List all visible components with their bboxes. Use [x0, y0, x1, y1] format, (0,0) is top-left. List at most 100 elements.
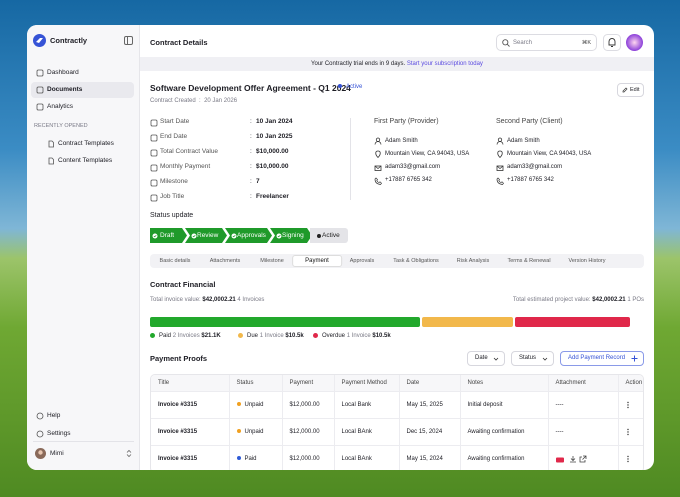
party-name: Adam Smith [385, 137, 418, 144]
edit-button[interactable]: Edit [617, 83, 644, 97]
footer-label: Settings [47, 430, 71, 437]
footer-item[interactable]: Help [31, 408, 134, 424]
profile-avatar[interactable] [626, 34, 643, 51]
more-button[interactable] [624, 401, 632, 409]
legend-dot [238, 333, 243, 338]
search-placeholder: Search [513, 39, 533, 46]
recent-label: Contract Templates [58, 140, 114, 147]
created-line: Contract Created : 20 Jan 2026 [150, 98, 237, 104]
separator: : [250, 148, 252, 155]
icon [150, 164, 158, 171]
field-label: Monthly Payment [160, 163, 211, 170]
cell-notes: Awaiting confirmation [460, 417, 549, 445]
nav-item[interactable]: Documents [31, 82, 134, 98]
separator: : [199, 98, 201, 104]
amount: $42,0002.21 [202, 297, 236, 303]
filter-label: Date [475, 355, 488, 361]
block: Draft Review Approvals Signing Active [150, 25, 350, 245]
icon [150, 194, 158, 201]
tab[interactable]: Risk Analysis [456, 257, 490, 264]
legend-name: Overdue [322, 333, 346, 340]
status-text: Paid [244, 455, 257, 462]
nav-item[interactable]: Analytics [31, 99, 134, 115]
cell-payment: $12,000.00 [282, 390, 335, 418]
legend-name: Paid [159, 333, 172, 340]
cell-date: May 15, 2025 [399, 390, 461, 418]
step-label: Active [322, 232, 340, 239]
tab[interactable]: Task & Obligations [393, 257, 439, 264]
tab[interactable]: Terms & Renewal [507, 257, 551, 264]
legend-dot [313, 333, 318, 338]
invoice-bar [150, 317, 630, 327]
page-title: Contract Details [150, 38, 208, 47]
section-heading: Payment Proofs [150, 354, 208, 363]
table-row: Invoice #3315 Unpaid $12,000.00 Local Bank M… [151, 390, 643, 418]
label: Add Payment Record [568, 355, 626, 361]
icon [36, 412, 44, 420]
field-value: 10 Jan 2025 [256, 133, 293, 140]
separator: : [250, 193, 252, 200]
column-header: Notes [460, 375, 549, 391]
tab-bar: Basic details Attachments Milestone Payment… [150, 254, 644, 268]
cell-payment: $12,000.00 [282, 417, 335, 445]
filter-button[interactable]: Status [511, 351, 554, 366]
subscribe-link[interactable]: Start your subscription today [406, 61, 483, 67]
tab[interactable]: Version History [568, 257, 606, 264]
tab[interactable]: Payment [292, 255, 342, 267]
nav-label: Dashboard [47, 69, 79, 76]
column-header: Status [229, 375, 283, 391]
legend-amount: $10.5k [285, 333, 304, 340]
status-text: Active [346, 84, 363, 90]
user-name[interactable]: Mimi [50, 450, 64, 457]
download-icon[interactable] [569, 455, 577, 463]
tab[interactable]: Milestone [260, 257, 284, 264]
status-dot [236, 428, 241, 433]
party-phone: +17887 6765 342 [385, 177, 432, 184]
filter-button[interactable]: Date [467, 351, 505, 366]
field-label: End Date [160, 133, 188, 140]
nav-label: Analytics [47, 103, 74, 110]
collapse-button[interactable] [124, 36, 133, 45]
pdf-icon [555, 457, 564, 462]
icon [150, 179, 158, 186]
open-icon[interactable] [579, 455, 587, 463]
cell-date: May 15, 2024 [399, 444, 461, 470]
step-icon [152, 233, 158, 239]
add-payment-button[interactable]: Add Payment Record [560, 351, 644, 366]
cell-attachment [548, 444, 619, 470]
icon [36, 86, 44, 94]
tab[interactable]: Basic details [159, 257, 191, 264]
notification-button[interactable] [603, 34, 621, 51]
trial-banner: Your Contractly trial ends in 9 days. St… [140, 57, 654, 71]
field-label: Total Contract Value [160, 148, 219, 155]
label: Total estimated project value: [512, 297, 591, 303]
tab[interactable]: Approvals [349, 257, 375, 264]
section-heading: Contract Financial [150, 280, 216, 289]
attachment-text: ---- [555, 428, 564, 435]
tab[interactable]: Attachments [209, 257, 241, 264]
status-text: Unpaid [244, 401, 264, 408]
icon [36, 103, 44, 111]
recent-item[interactable]: Content Templates [42, 153, 134, 169]
more-button[interactable] [624, 455, 632, 463]
cell-status: Unpaid [229, 390, 283, 418]
party-heading: First Party (Provider) [374, 118, 439, 125]
banner-text: Your Contractly trial ends in 9 days. [311, 61, 406, 67]
more-button[interactable] [624, 428, 632, 436]
legend-dot [150, 333, 155, 338]
edit-icon [622, 87, 628, 93]
column-header: Payment Method [334, 375, 400, 391]
column-header: Title [151, 375, 230, 391]
cell-method: Local Bank [334, 390, 400, 418]
icon [150, 119, 158, 126]
chevron[interactable] [126, 449, 132, 458]
bar-segment [150, 317, 420, 327]
recent-item[interactable]: Contract Templates [42, 136, 134, 152]
table-row: Invoice #3315 Paid $12,000.00 Local BAnk May… [151, 444, 643, 470]
footer-item[interactable]: Settings [31, 426, 134, 442]
nav-item[interactable]: Dashboard [31, 65, 134, 81]
party-email: adam33@gmail.com [507, 164, 563, 171]
main: Contract Details Search ⌘K Your Contract… [140, 25, 654, 470]
label: Total invoice value: [150, 297, 201, 303]
search-box[interactable]: Search ⌘K [496, 34, 597, 51]
